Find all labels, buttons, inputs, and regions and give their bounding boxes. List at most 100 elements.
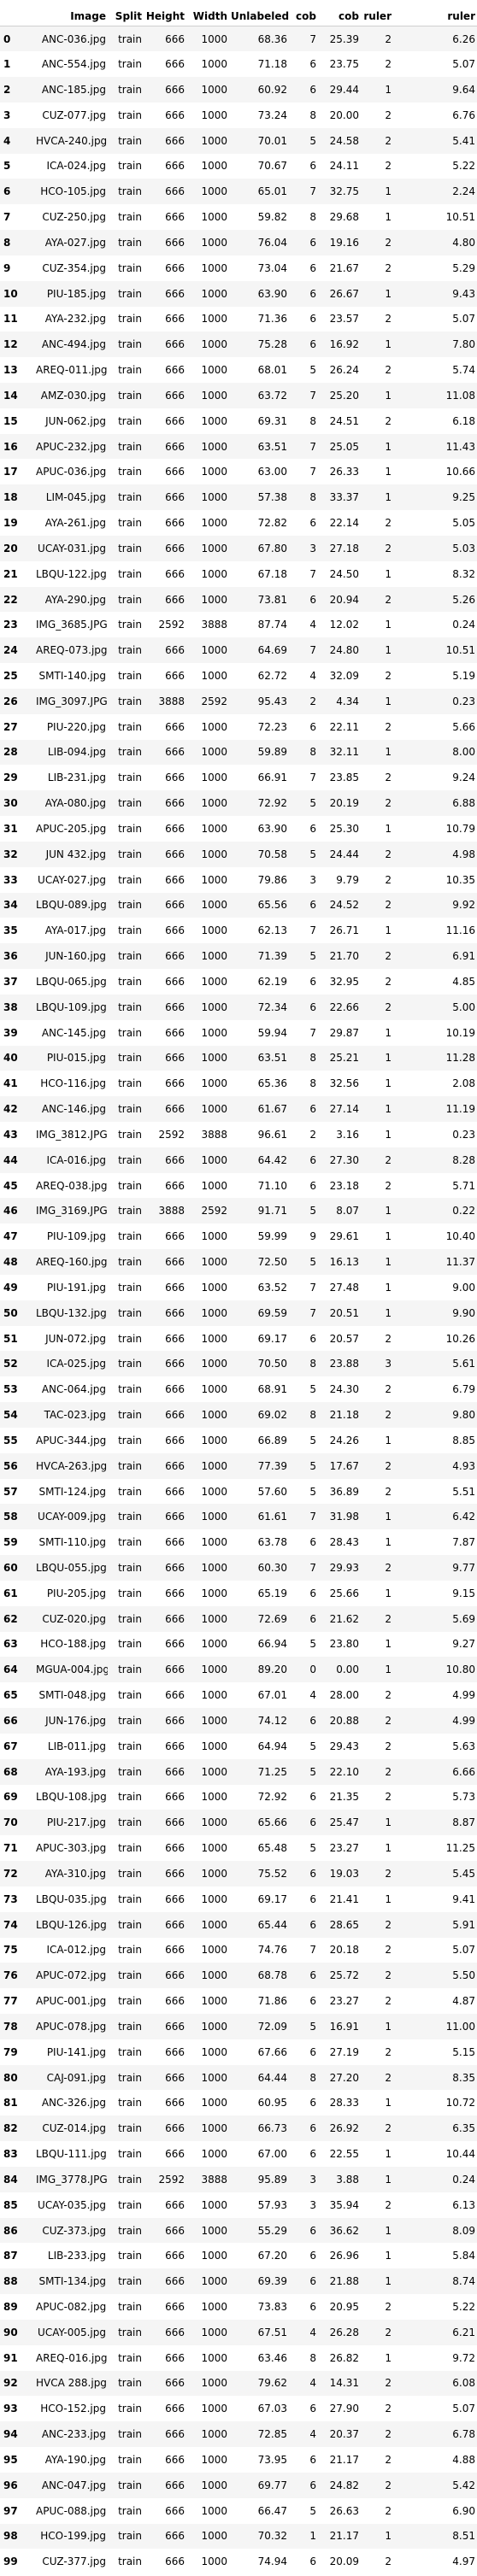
row-index: 78	[3, 2020, 18, 2033]
width-cell: 1000	[201, 2301, 227, 2313]
unlabeled-cell: 89.20	[257, 1664, 287, 1676]
ruler-percent-cell: 0.24	[452, 619, 475, 631]
unlabeled-cell: 69.39	[257, 2275, 287, 2288]
row-index: 46	[3, 1205, 18, 1218]
ruler-count-cell: 2	[385, 593, 392, 606]
row-index: 9	[3, 261, 11, 274]
ruler-count-cell: 2	[385, 517, 392, 530]
ruler-percent-cell: 5.05	[452, 517, 475, 530]
table-row: 78 APUC-078.jpg train 666 1000 72.09 5 16.91 1 11…	[0, 2013, 477, 2039]
table-row: 39 ANC-145.jpg train 666 1000 59.94 7 29.87 1 10.…	[0, 1019, 477, 1046]
image-cell: CUZ-377.jpg	[42, 2555, 106, 2568]
height-cell: 666	[165, 822, 185, 835]
unlabeled-cell: 74.76	[257, 1944, 287, 1957]
row-index: 24	[3, 644, 18, 657]
unlabeled-cell: 95.43	[257, 695, 287, 707]
table-row: 72 AYA-310.jpg train 666 1000 75.52 6 19.03 2 5.4…	[0, 1861, 477, 1887]
cob-percent-cell: 20.18	[329, 1944, 359, 1957]
ruler-count-cell: 2	[385, 542, 392, 555]
width-cell: 1000	[201, 2097, 227, 2110]
split-cell: train	[118, 109, 142, 121]
table-row: 43 IMG_3812.JPG train 2592 3888 96.61 2 3.16 1 0.…	[0, 1122, 477, 1147]
ruler-count-cell: 1	[385, 746, 392, 759]
height-cell: 666	[165, 1842, 185, 1855]
row-index: 10	[3, 287, 18, 300]
ruler-count-cell: 1	[385, 1306, 392, 1319]
row-index: 18	[3, 491, 18, 504]
cob-count-cell: 5	[309, 1205, 316, 1218]
cob-count-cell: 8	[309, 2071, 316, 2084]
split-cell: train	[118, 2198, 142, 2211]
split-cell: train	[118, 2428, 142, 2441]
row-index: 25	[3, 670, 18, 682]
row-index: 74	[3, 1918, 18, 1931]
table-row: 61 PIU-205.jpg train 666 1000 65.19 6 25.66 1 9.1…	[0, 1580, 477, 1606]
ruler-percent-cell: 5.26	[452, 593, 475, 606]
split-cell: train	[118, 261, 142, 274]
table-row: 18 LIM-045.jpg train 666 1000 57.38 8 33.37 1 9.2…	[0, 484, 477, 511]
image-cell: CUZ-020.jpg	[42, 1612, 106, 1625]
height-cell: 666	[165, 1995, 185, 2008]
cob-count-cell: 4	[309, 670, 316, 682]
cob-count-cell: 6	[309, 261, 316, 274]
width-cell: 1000	[201, 1918, 227, 1931]
split-cell: train	[118, 338, 142, 351]
unlabeled-cell: 66.73	[257, 2122, 287, 2135]
split-cell: train	[118, 1842, 142, 1855]
ruler-percent-cell: 8.85	[452, 1434, 475, 1446]
row-index: 15	[3, 414, 18, 427]
cob-count-cell: 7	[309, 389, 316, 402]
width-cell: 1000	[201, 1816, 227, 1829]
cob-percent-cell: 21.35	[329, 1791, 359, 1804]
row-index: 66	[3, 1714, 18, 1727]
split-cell: train	[118, 2351, 142, 2364]
cob-percent-cell: 20.00	[329, 109, 359, 121]
ruler-percent-cell: 6.90	[452, 2504, 475, 2517]
image-cell: HVCA-263.jpg	[36, 1459, 108, 1472]
table-row: 94 ANC-233.jpg train 666 1000 72.85 4 20.37 2 6.7…	[0, 2421, 477, 2448]
image-cell: SMTI-110.jpg	[38, 1536, 106, 1549]
unlabeled-cell: 65.36	[257, 1077, 287, 1090]
height-cell: 666	[165, 1816, 185, 1829]
cob-count-cell: 6	[309, 1612, 316, 1625]
cob-count-cell: 2	[309, 695, 316, 707]
width-cell: 1000	[201, 313, 227, 326]
unlabeled-cell: 63.90	[257, 822, 287, 835]
unlabeled-cell: 73.83	[257, 2301, 287, 2313]
height-cell: 666	[165, 517, 185, 530]
table-row: 15 JUN-062.jpg train 666 1000 69.31 8 24.51 2 6.1…	[0, 408, 477, 434]
height-cell: 666	[165, 1689, 185, 1702]
ruler-count-cell: 3	[385, 1358, 392, 1370]
cob-percent-cell: 20.09	[329, 2555, 359, 2568]
cob-percent-cell: 22.55	[329, 2148, 359, 2161]
cob-percent-cell: 22.14	[329, 517, 359, 530]
split-cell: train	[118, 2453, 142, 2466]
width-cell: 1000	[201, 2453, 227, 2466]
width-cell: 3888	[201, 1128, 227, 1141]
ruler-count-cell: 1	[385, 1077, 392, 1090]
width-cell: 1000	[201, 517, 227, 530]
width-cell: 1000	[201, 1332, 227, 1345]
row-index: 77	[3, 1995, 18, 2008]
height-cell: 666	[165, 1612, 185, 1625]
row-index: 33	[3, 873, 18, 886]
row-index: 41	[3, 1077, 18, 1090]
cob-count-cell: 6	[309, 1103, 316, 1116]
split-cell: train	[118, 1128, 142, 1141]
cob-count-cell: 5	[309, 2504, 316, 2517]
width-cell: 1000	[201, 2377, 227, 2390]
height-cell: 666	[165, 211, 185, 224]
image-cell: APUC-205.jpg	[36, 822, 107, 835]
width-cell: 1000	[201, 1995, 227, 2008]
ruler-percent-cell: 10.44	[445, 2148, 475, 2161]
cob-percent-cell: 17.67	[329, 1459, 359, 1472]
row-index: 68	[3, 1765, 18, 1778]
cob-count-cell: 6	[309, 1867, 316, 1880]
table-row: 77 APUC-001.jpg train 666 1000 71.86 6 23.27 2 4.…	[0, 1988, 477, 2014]
height-cell: 666	[165, 2428, 185, 2441]
cob-percent-cell: 27.20	[329, 2071, 359, 2084]
table-row: 62 CUZ-020.jpg train 666 1000 72.69 6 21.62 2 5.6…	[0, 1605, 477, 1632]
row-index: 17	[3, 466, 18, 478]
split-cell: train	[118, 2148, 142, 2161]
cob-count-cell: 6	[309, 2250, 316, 2262]
